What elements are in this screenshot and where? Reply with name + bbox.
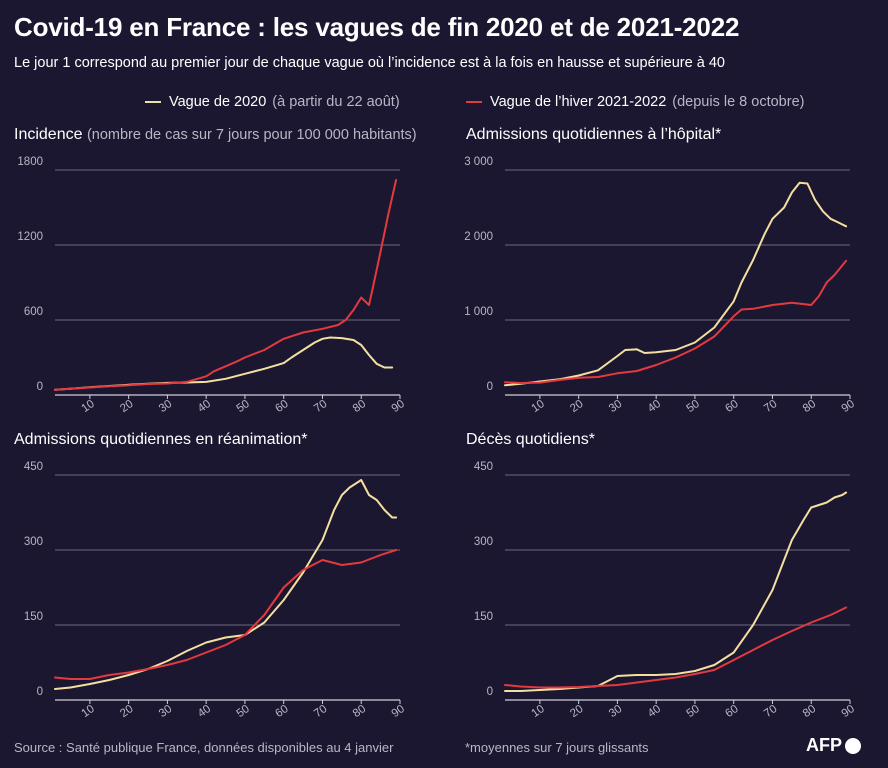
y-tick-label: 600 (24, 306, 43, 318)
y-tick-label: 450 (474, 461, 493, 473)
x-tick-label: 30 (607, 703, 624, 720)
x-tick-label: 20 (568, 398, 585, 415)
series-line-2021-2022 (504, 259, 848, 384)
y-tick-label: 150 (24, 611, 43, 623)
legend-note-2020: (à partir du 22 août) (272, 94, 400, 110)
y-tick-label: 300 (24, 536, 43, 548)
x-tick-label: 80 (801, 398, 818, 415)
y-tick-label: 0 (487, 381, 493, 393)
x-tick-label: 10 (529, 703, 546, 720)
x-tick-label: 30 (157, 398, 174, 415)
afp-logo: AFP (806, 735, 861, 756)
afp-logo-dot-icon (845, 737, 861, 754)
x-tick-label: 60 (723, 703, 740, 720)
legend-swatch-2021 (466, 101, 482, 103)
panel-title-deaths: Décès quotidiens* (466, 431, 595, 448)
panel-label-incidence: Incidence (14, 126, 83, 143)
series-line-2021-2022 (54, 179, 398, 391)
x-tick-label: 40 (646, 703, 663, 720)
x-tick-label: 20 (118, 398, 135, 415)
x-tick-label: 60 (273, 703, 290, 720)
x-tick-label: 40 (196, 703, 213, 720)
panel-note-incidence: (nombre de cas sur 7 jours pour 100 000 … (86, 127, 417, 143)
x-tick-label: 90 (390, 398, 407, 415)
legend-note-2021: (depuis le 8 octobre) (672, 94, 805, 110)
panel-title-icu: Admissions quotidiennes en réanimation* (14, 431, 308, 448)
panel-title-hospital: Admissions quotidiennes à l’hôpital* (466, 126, 722, 143)
y-tick-label: 0 (487, 686, 493, 698)
x-tick-label: 40 (646, 398, 663, 415)
x-tick-label: 80 (351, 703, 368, 720)
x-tick-label: 30 (607, 398, 624, 415)
chart-title: Covid-19 en France : les vagues de fin 2… (14, 12, 740, 42)
y-tick-label: 0 (37, 686, 43, 698)
y-tick-label: 300 (474, 536, 493, 548)
x-tick-label: 50 (235, 398, 252, 415)
legend-item-2021: Vague de l’hiver 2021-2022 (depuis le 8 … (466, 92, 804, 112)
series-line-2021-2022 (54, 549, 398, 680)
series-line-2020 (54, 479, 398, 690)
y-tick-label: 3 000 (464, 156, 493, 168)
x-tick-label: 20 (118, 703, 135, 720)
x-tick-label: 80 (801, 703, 818, 720)
y-tick-label: 0 (37, 381, 43, 393)
x-tick-label: 90 (840, 703, 857, 720)
y-tick-label: 2 000 (464, 231, 493, 243)
series-line-2021-2022 (504, 606, 848, 689)
legend-swatch-2020 (145, 101, 161, 103)
y-tick-label: 1800 (17, 156, 43, 168)
chart-icu: 0 150 300 450 10 20 30 40 50 60 70 80 90 (24, 461, 407, 720)
x-tick-label: 70 (762, 398, 779, 415)
x-tick-label: 80 (351, 398, 368, 415)
x-tick-label: 10 (529, 398, 546, 415)
x-tick-label: 30 (157, 703, 174, 720)
legend-item-2020: Vague de 2020 (à partir du 22 août) (145, 92, 400, 112)
x-tick-label: 60 (723, 398, 740, 415)
x-tick-label: 70 (762, 703, 779, 720)
y-tick-label: 150 (474, 611, 493, 623)
y-tick-label: 1 000 (464, 306, 493, 318)
y-tick-label: 1200 (17, 231, 43, 243)
legend-label-2020: Vague de 2020 (169, 94, 267, 110)
series-line-2020 (504, 491, 848, 692)
series-line-2020 (504, 181, 848, 387)
chart-incidence: 0 600 1200 1800 10 20 30 40 50 60 70 80 90 (17, 156, 407, 415)
x-tick-label: 70 (312, 398, 329, 415)
legend-label-2021: Vague de l’hiver 2021-2022 (490, 94, 667, 110)
panel-title-incidence: Incidence (nombre de cas sur 7 jours pou… (14, 126, 417, 144)
afp-logo-text: AFP (806, 735, 842, 755)
x-tick-label: 50 (235, 703, 252, 720)
x-tick-label: 40 (196, 398, 213, 415)
series-line-2020 (54, 336, 394, 391)
x-tick-label: 90 (840, 398, 857, 415)
x-tick-label: 50 (685, 703, 702, 720)
footer-source: Source : Santé publique France, données … (14, 740, 394, 755)
x-tick-label: 70 (312, 703, 329, 720)
x-tick-label: 90 (390, 703, 407, 720)
chart-subtitle: Le jour 1 correspond au premier jour de … (14, 55, 725, 71)
x-tick-label: 10 (79, 398, 96, 415)
chart-hospital: 0 1 000 2 000 3 000 10 20 30 40 50 60 70 80 90 (464, 156, 857, 415)
x-tick-label: 60 (273, 398, 290, 415)
chart-deaths: 0 150 300 450 10 20 30 40 50 60 70 80 90 (474, 461, 857, 720)
x-tick-label: 20 (568, 703, 585, 720)
x-tick-label: 10 (79, 703, 96, 720)
footer-note: *moyennes sur 7 jours glissants (465, 740, 649, 755)
y-tick-label: 450 (24, 461, 43, 473)
x-tick-label: 50 (685, 398, 702, 415)
